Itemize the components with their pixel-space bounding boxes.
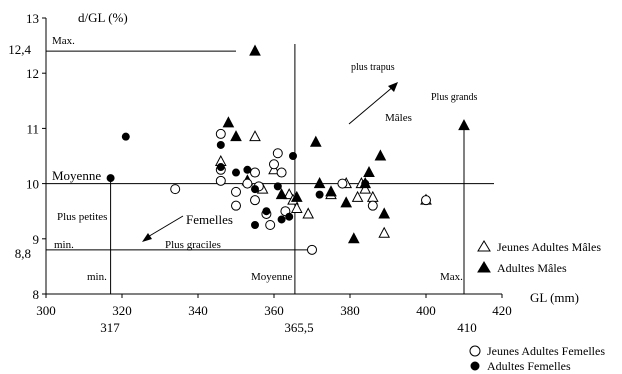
point-series-2-2 bbox=[215, 175, 226, 186]
point-series-2-7 bbox=[250, 195, 260, 206]
point-series-3-6 bbox=[251, 185, 259, 194]
x-tick-label: 320 bbox=[112, 303, 132, 318]
point-series-1-5 bbox=[290, 190, 303, 202]
y-tick-label: 13 bbox=[26, 11, 39, 26]
legend-marker-jeunes-adultes-males bbox=[477, 240, 491, 252]
legend-marker-adultes-males bbox=[477, 261, 491, 273]
reference-lines bbox=[46, 44, 494, 294]
legend-label-adultes-femelles: Adultes Femelles bbox=[487, 359, 571, 373]
point-series-2-4 bbox=[231, 200, 241, 211]
legend-marker-jeunes-adultes-femelles bbox=[469, 345, 481, 357]
arrow-femelles bbox=[142, 215, 184, 242]
point-series-0-1 bbox=[249, 130, 261, 142]
point-series-3-11 bbox=[285, 212, 294, 221]
annotation-max-top: Max. bbox=[52, 35, 75, 47]
point-series-2-1 bbox=[215, 128, 226, 139]
point-series-2-12 bbox=[269, 159, 279, 170]
point-series-2-5 bbox=[231, 186, 241, 197]
y-tick-label: 12 bbox=[26, 66, 39, 81]
x-tick-label: 380 bbox=[340, 303, 360, 318]
annotation-min-left: min. bbox=[54, 239, 74, 251]
annotation-plus-trapus: plus trapus bbox=[351, 62, 395, 73]
y-max-value-label: 12,4 bbox=[8, 42, 31, 57]
annotation-plus-petites: Plus petites bbox=[57, 211, 107, 223]
data-points bbox=[106, 44, 470, 255]
point-series-2-6 bbox=[242, 178, 253, 189]
point-series-0-10 bbox=[351, 190, 364, 202]
point-series-2-16 bbox=[307, 244, 317, 255]
annotation-moyenne-left: Moyenne bbox=[52, 168, 101, 183]
point-series-1-1 bbox=[222, 116, 235, 128]
annotation-max-bottom: Max. bbox=[440, 271, 463, 283]
legend-label-jeunes-adultes-femelles: Jeunes Adultes Femelles bbox=[487, 344, 605, 358]
x-tick-label: 420 bbox=[492, 303, 512, 318]
annotation-plus-grands: Plus grands bbox=[431, 92, 478, 103]
x-tick-label: 360 bbox=[264, 303, 284, 318]
point-series-2-19 bbox=[421, 195, 431, 206]
x-axis-label: GL (mm) bbox=[530, 290, 579, 305]
legend-label-adultes-males: Adultes Mâles bbox=[497, 261, 567, 275]
point-series-1-14 bbox=[378, 207, 391, 219]
point-series-2-17 bbox=[337, 178, 348, 189]
point-series-1-13 bbox=[374, 149, 387, 161]
point-series-1-8 bbox=[325, 185, 337, 197]
point-series-2-18 bbox=[367, 200, 378, 211]
point-series-0-12 bbox=[359, 182, 372, 194]
point-series-1-6 bbox=[309, 135, 322, 147]
point-series-2-13 bbox=[272, 148, 283, 159]
point-series-3-12 bbox=[289, 152, 297, 160]
point-series-3-8 bbox=[262, 207, 271, 216]
point-series-1-2 bbox=[230, 130, 242, 142]
y-tick-label: 11 bbox=[26, 121, 39, 136]
legend-label-jeunes-adultes-males: Jeunes Adultes Mâles bbox=[497, 240, 601, 254]
y-axis-label: d/GL (%) bbox=[78, 10, 128, 25]
point-series-3-7 bbox=[251, 221, 259, 229]
point-series-0-6 bbox=[290, 201, 303, 213]
point-series-1-7 bbox=[313, 177, 326, 189]
x-tick-label: 340 bbox=[188, 303, 208, 318]
point-series-3-14 bbox=[361, 179, 370, 188]
point-series-1-0 bbox=[249, 44, 261, 56]
point-series-3-5 bbox=[243, 165, 252, 174]
point-series-1-10 bbox=[347, 232, 360, 244]
legend-marker-adultes-femelles bbox=[470, 361, 480, 371]
point-series-3-10 bbox=[277, 215, 286, 224]
point-series-1-4 bbox=[275, 188, 288, 200]
point-series-2-8 bbox=[250, 167, 260, 178]
point-series-3-2 bbox=[216, 163, 225, 172]
point-series-3-13 bbox=[315, 190, 324, 199]
point-series-3-4 bbox=[232, 168, 240, 177]
y-tick-label: 10 bbox=[26, 177, 39, 192]
y-tick-label: 9 bbox=[33, 232, 40, 247]
annotation-males: Mâles bbox=[385, 112, 412, 124]
point-series-2-11 bbox=[265, 220, 276, 230]
annotation-moyenne-bottom: Moyenne bbox=[251, 271, 293, 283]
annotation-min-bottom: min. bbox=[87, 271, 107, 283]
arrow-males bbox=[348, 82, 398, 125]
x-tick-label: 400 bbox=[416, 303, 436, 318]
annotation-femelles: Femelles bbox=[186, 212, 233, 227]
point-series-3-9 bbox=[273, 182, 282, 191]
x-mean-value-label: 365,5 bbox=[284, 320, 313, 335]
legend: Jeunes Adultes Mâles Adultes Mâles Jeune… bbox=[469, 240, 605, 373]
x-max-value-label: 410 bbox=[457, 320, 477, 335]
point-series-1-9 bbox=[340, 196, 353, 208]
point-series-2-0 bbox=[170, 184, 181, 195]
point-series-1-12 bbox=[363, 165, 375, 178]
point-series-3-0 bbox=[121, 132, 130, 141]
point-series-0-14 bbox=[378, 226, 391, 238]
point-series-3-3 bbox=[216, 140, 225, 149]
point-series-0-7 bbox=[302, 207, 315, 219]
annotation-plus-graciles: Plus graciles bbox=[165, 239, 221, 251]
x-tick-label: 300 bbox=[36, 303, 56, 318]
point-series-3-1 bbox=[106, 174, 115, 183]
point-series-2-14 bbox=[276, 167, 287, 178]
y-min-value-label: 8,8 bbox=[15, 246, 31, 261]
point-series-1-15 bbox=[458, 119, 470, 131]
x-min-value-label: 317 bbox=[100, 320, 120, 335]
y-tick-label: 8 bbox=[33, 287, 40, 302]
axes: 300 320 340 360 380 400 420 8 9 10 11 12 13 bbox=[26, 11, 512, 318]
